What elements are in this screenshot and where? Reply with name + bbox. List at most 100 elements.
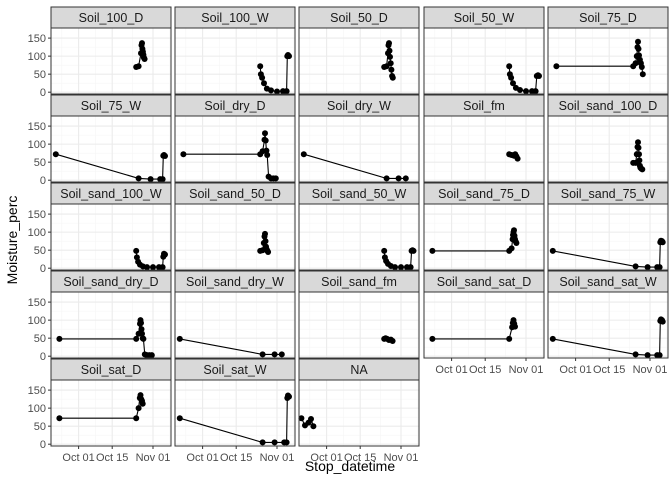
panel-border (298, 291, 420, 359)
data-point (264, 152, 271, 158)
y-tick-label: 50 (34, 333, 46, 345)
data-point (133, 247, 140, 254)
x-tick-label: Nov 01 (260, 452, 295, 464)
data-point (517, 87, 523, 93)
facet-panel: Soil_sand_dry_W (174, 270, 296, 359)
x-tick-label: Nov 01 (509, 364, 544, 376)
panel-border (298, 115, 420, 183)
y-tick-label: 0 (40, 175, 46, 187)
data-point (389, 74, 396, 81)
panel-border (50, 291, 172, 359)
data-point (638, 64, 645, 70)
data-point (429, 335, 436, 342)
data-point (133, 335, 140, 342)
data-point (635, 144, 642, 151)
data-point (513, 240, 520, 246)
y-tick-label: 0 (40, 263, 46, 275)
data-point (381, 247, 388, 254)
data-point (262, 238, 269, 245)
facet-panel: Soil_75_D (547, 6, 669, 95)
panel-border (298, 27, 420, 95)
y-tick-label: 150 (28, 385, 46, 397)
x-tick-label: Oct 01 (62, 452, 94, 464)
data-point (138, 320, 144, 326)
data-point (286, 53, 292, 60)
data-point (133, 415, 140, 422)
data-point (272, 175, 279, 182)
data-point (639, 71, 646, 78)
series-line (179, 338, 282, 355)
panel-border (174, 27, 296, 95)
facet-panel: Soil_sand_50_D (174, 182, 296, 271)
facet-panel: Soil_sand_50_W (298, 182, 420, 271)
facet-label: Soil_75_W (81, 99, 142, 113)
data-point (536, 73, 542, 79)
data-point (636, 157, 643, 164)
data-point (395, 175, 402, 182)
data-point (268, 87, 274, 94)
data-point (635, 139, 641, 146)
data-point (310, 423, 317, 430)
data-point (262, 230, 268, 237)
facet-label: Soil_sand_75_W (561, 187, 656, 201)
facet-label: Soil_50_D (330, 11, 388, 25)
facet-label: Soil_50_W (454, 11, 515, 25)
x-tick-label: Oct 01 (310, 452, 342, 464)
data-point (139, 400, 146, 407)
facet-panel: Soil_sand_100_W 0 50 100 150 (28, 182, 172, 275)
x-axis-title: Stop_datetime (305, 458, 395, 474)
facet-label: Soil_sand_dry_W (186, 275, 284, 289)
data-point (262, 130, 268, 137)
y-tick-label: 150 (28, 209, 46, 221)
x-tick-label: Oct 15 (593, 364, 625, 376)
panel-border (423, 291, 545, 359)
facet-label: Soil_fm (463, 99, 505, 113)
facet-panel: Soil_sat_W (174, 358, 296, 447)
data-point (286, 393, 292, 400)
facet-panel: Soil_sand_sat_W (547, 270, 669, 359)
data-point (298, 415, 305, 422)
panel-border (547, 291, 669, 359)
y-tick-label: 150 (28, 297, 46, 309)
data-point (56, 335, 63, 342)
data-point (259, 351, 266, 358)
facet-label: Soil_sat_W (203, 363, 266, 377)
data-point (386, 40, 392, 47)
data-point (274, 88, 280, 95)
facet-label: Soil_sand_dry_D (63, 275, 158, 289)
y-tick-label: 100 (28, 227, 46, 239)
data-point (388, 66, 395, 73)
x-tick-label: Nov 01 (136, 452, 171, 464)
panel-border (547, 115, 669, 183)
y-tick-label: 100 (28, 139, 46, 151)
data-point (141, 56, 148, 62)
y-axis-title: Moisture_perc (4, 196, 20, 285)
facet-label: NA (350, 363, 368, 377)
facet-panel: Soil_sand_dry_D 0 50 100 150 (28, 270, 172, 363)
data-point (553, 63, 560, 70)
data-point (135, 175, 142, 182)
facet-panel: NA (298, 358, 420, 447)
data-point (510, 80, 516, 87)
x-axes: Oct 01 Oct 15 Nov 01 Oct 01 Oct 15 Nov 01Oct … (62, 358, 667, 464)
data-point (176, 335, 183, 342)
data-point (257, 63, 264, 70)
data-point (283, 88, 290, 95)
data-point (511, 227, 517, 234)
facet-label: Soil_dry_D (204, 99, 265, 113)
y-tick-label: 100 (28, 403, 46, 415)
data-point (259, 74, 266, 81)
data-point (139, 40, 145, 47)
data-point (506, 63, 513, 70)
data-point (259, 439, 266, 446)
y-tick-label: 0 (40, 439, 46, 451)
facet-panel: Soil_sand_fm (298, 270, 420, 359)
data-point (278, 351, 285, 358)
x-tick-label: Nov 01 (384, 452, 419, 464)
data-point (387, 53, 393, 60)
data-point (144, 264, 150, 271)
x-tick-label: Oct 15 (469, 364, 501, 376)
data-point (383, 175, 390, 182)
data-point (429, 247, 436, 254)
